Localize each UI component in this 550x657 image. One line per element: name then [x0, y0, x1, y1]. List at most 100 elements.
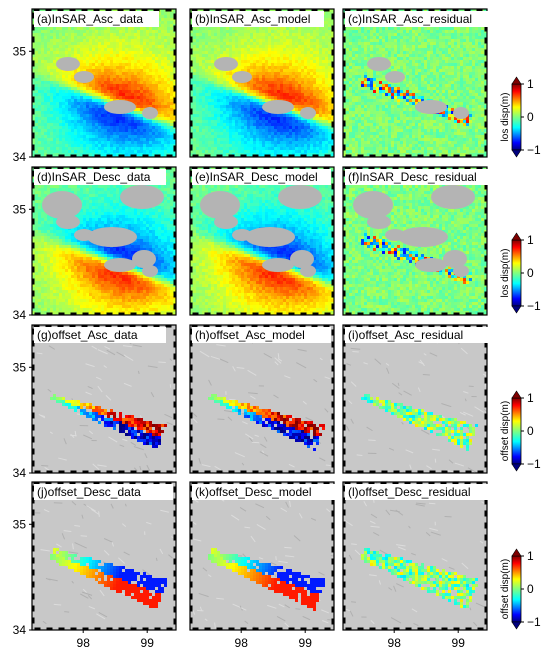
pixel [140, 39, 143, 42]
pixel [205, 93, 208, 96]
pixel [95, 141, 98, 144]
pixel [256, 33, 259, 36]
pixel [250, 111, 253, 114]
pixel [107, 114, 110, 117]
pixel [214, 108, 217, 111]
pixel [98, 57, 101, 60]
pixel [271, 141, 274, 144]
pixel [74, 123, 77, 126]
pixel [283, 126, 286, 129]
pixel [86, 90, 89, 93]
pixel [220, 45, 223, 48]
pixel [193, 111, 196, 114]
pixel [128, 57, 131, 60]
pixel [244, 36, 247, 39]
pixel [196, 144, 199, 147]
pixel [134, 126, 137, 129]
pixel [214, 96, 217, 99]
pixel [214, 150, 217, 153]
pixel [199, 60, 202, 63]
pixel [262, 114, 265, 117]
pixel [304, 42, 307, 45]
pixel [122, 27, 125, 30]
pixel [292, 30, 295, 33]
pixel [268, 33, 271, 36]
pixel [286, 138, 289, 141]
pixel [319, 42, 322, 45]
pixel [313, 144, 316, 147]
pixel [116, 42, 119, 45]
pixel [247, 96, 250, 99]
pixel [268, 141, 271, 144]
pixel [211, 99, 214, 102]
pixel [229, 111, 232, 114]
pixel [89, 111, 92, 114]
pixel [77, 69, 80, 72]
pixel [116, 33, 119, 36]
pixel [53, 45, 56, 48]
pixel [173, 69, 176, 72]
pixel [62, 72, 65, 75]
pixel [322, 75, 325, 78]
pixel [271, 90, 274, 93]
pixel [265, 96, 268, 99]
pixel [307, 60, 310, 63]
pixel [161, 72, 164, 75]
pixel [110, 126, 113, 129]
pixel [316, 66, 319, 69]
pixel [301, 57, 304, 60]
pixel [199, 42, 202, 45]
pixel [307, 123, 310, 126]
pixel [140, 81, 143, 84]
pixel [164, 153, 167, 156]
pixel [256, 54, 259, 57]
pixel [149, 120, 152, 123]
pixel [229, 108, 232, 111]
pixel [89, 42, 92, 45]
pixel [262, 129, 265, 132]
pixel [211, 90, 214, 93]
pixel [89, 138, 92, 141]
pixel [158, 72, 161, 75]
pixel [167, 150, 170, 153]
pixel [56, 132, 59, 135]
pixel [220, 30, 223, 33]
pixel [62, 42, 65, 45]
pixel [271, 129, 274, 132]
pixel [295, 72, 298, 75]
pixel [283, 129, 286, 132]
pixel [307, 27, 310, 30]
pixel [89, 39, 92, 42]
pixel [53, 33, 56, 36]
pixel [229, 150, 232, 153]
pixel [280, 60, 283, 63]
pixel [277, 138, 280, 141]
pixel [310, 153, 313, 156]
pixel [62, 123, 65, 126]
pixel [325, 39, 328, 42]
pixel [253, 33, 256, 36]
pixel [271, 42, 274, 45]
pixel [253, 90, 256, 93]
pixel [95, 102, 98, 105]
pixel [74, 129, 77, 132]
pixel [304, 75, 307, 78]
pixel [116, 96, 119, 99]
pixel [140, 48, 143, 51]
pixel [146, 87, 149, 90]
pixel [140, 42, 143, 45]
pixel [101, 150, 104, 153]
pixel [319, 150, 322, 153]
pixel [238, 123, 241, 126]
pixel [116, 150, 119, 153]
pixel [173, 129, 176, 132]
pixel [208, 39, 211, 42]
pixel [83, 138, 86, 141]
pixel [155, 69, 158, 72]
pixel [62, 54, 65, 57]
pixel [205, 72, 208, 75]
pixel [241, 33, 244, 36]
pixel [50, 96, 53, 99]
pixel [196, 105, 199, 108]
pixel [304, 87, 307, 90]
